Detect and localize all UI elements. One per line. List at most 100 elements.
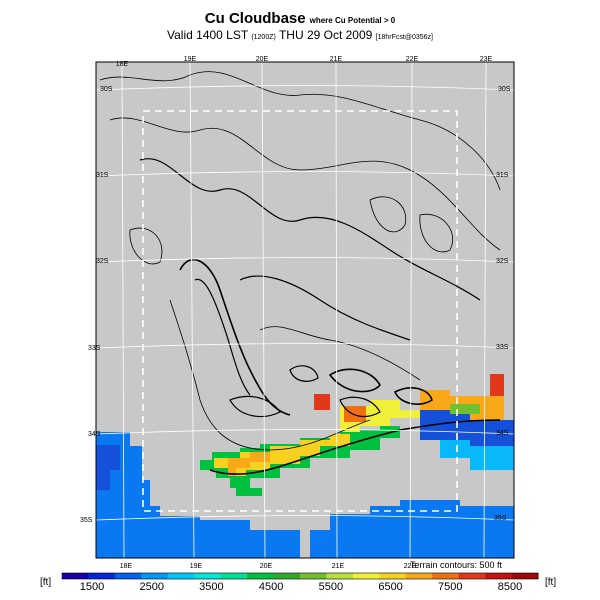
longitude-labels-top: 18E 19E 20E 21E 22E 23E: [116, 56, 493, 68]
deep-region-east: [420, 410, 514, 446]
deep-region-west: [96, 445, 120, 490]
colorbar-swatch: [220, 573, 248, 579]
lat-label: 35S: [494, 515, 507, 522]
lat-label: 34S: [496, 430, 509, 437]
colorbar-swatch: [167, 573, 195, 579]
meridian-19e: [189, 61, 195, 559]
cells-lightgreen-east: [450, 404, 480, 414]
contour-loop: [289, 365, 319, 382]
sea-cloudbase-layer: [96, 410, 514, 558]
parallel-33s: [95, 343, 515, 349]
longitude-labels-bottom: 18E 19E 20E 21E 22E: [120, 563, 417, 570]
contour-line: [194, 278, 251, 396]
contour-line: [109, 117, 501, 251]
lat-label: 30S: [100, 86, 113, 93]
colorbar-swatch: [405, 573, 433, 579]
colorbar-swatch: [432, 573, 460, 579]
lat-label: 35S: [80, 517, 93, 524]
contour-line: [239, 275, 411, 341]
lon-label: 22E: [406, 56, 419, 63]
lon-label: 20E: [256, 56, 269, 63]
lat-label: 33S: [88, 345, 101, 352]
sea-region-southwest: [96, 432, 300, 558]
colorbar-unit-right: [ft]: [545, 577, 556, 588]
colorbar-swatch: [247, 573, 275, 579]
contour-loop: [129, 227, 163, 265]
lon-label: 21E: [332, 563, 345, 570]
cells-red-east: [490, 374, 504, 396]
contour-line: [259, 326, 421, 381]
meridian-23e: [483, 61, 487, 559]
lat-label: 31S: [496, 172, 509, 179]
lon-label: 19E: [184, 56, 197, 63]
meridian-21e: [335, 61, 338, 559]
colorbar: [61, 572, 539, 580]
colorbar-tick-label: 6500: [378, 581, 402, 593]
lon-label: 23E: [480, 56, 493, 63]
colorbar-frame: [61, 572, 539, 580]
inner-domain-box: [142, 110, 458, 512]
lat-label: 33S: [496, 344, 509, 351]
meridian-22e: [409, 61, 413, 559]
colorbar-swatch: [326, 573, 354, 579]
subtitle-date: THU 29 Oct 2009: [278, 28, 373, 42]
colorbar-swatch: [88, 573, 116, 579]
meridian-20e: [261, 61, 266, 559]
latitude-labels-left: 30S 31S 32S 33S 34S 35S: [80, 86, 113, 524]
contour-loop: [419, 213, 453, 253]
lat-lon-grid: [95, 61, 515, 559]
colorbar-swatch: [458, 573, 486, 579]
lon-label: 21E: [330, 56, 343, 63]
colorbar-tick-label: 2500: [139, 581, 163, 593]
lat-label: 32S: [496, 258, 509, 265]
latitude-labels-right: 30S 31S 32S 33S 34S 35S: [494, 86, 511, 522]
colorbar-tick-label: 8500: [498, 581, 522, 593]
lon-label: 22E: [404, 563, 417, 570]
contour-line: [179, 258, 291, 416]
colorbar-unit-left: [ft]: [40, 577, 51, 588]
colorbar-tick-label: 4500: [259, 581, 283, 593]
contour-loop: [393, 387, 433, 405]
parallel-35s: [95, 515, 515, 521]
contour-line: [139, 158, 481, 301]
cells-orange-north: [344, 406, 366, 422]
contour-loop: [339, 396, 381, 418]
meridian-18e: [121, 61, 125, 559]
lon-label: 19E: [190, 563, 203, 570]
contour-loop: [229, 395, 281, 418]
title-main: Cu Cloudbase: [204, 10, 306, 27]
subtitle-run: [18hrFcst@0356z]: [375, 34, 433, 41]
terrain-contour-note: Terrain contours: 500 ft: [410, 560, 503, 570]
contour-coastline: [209, 419, 501, 475]
colorbar-swatch: [352, 573, 380, 579]
contour-line: [99, 71, 501, 191]
colorbar-tick-label: 7500: [438, 581, 462, 593]
colorbar-swatch: [114, 573, 142, 579]
cells-orange: [228, 452, 270, 476]
lat-label: 30S: [498, 86, 511, 93]
sea-region-southeast: [310, 500, 514, 558]
lat-label: 34S: [88, 431, 101, 438]
chart-title: Cu Cloudbase where Cu Potential > 0: [0, 10, 600, 28]
parallel-30s: [95, 85, 515, 91]
lat-label: 32S: [96, 258, 109, 265]
chart-subtitle: Valid 1400 LST (1200Z) THU 29 Oct 2009 […: [0, 28, 600, 42]
contour-loop: [328, 368, 381, 393]
shelf-region-east: [440, 440, 514, 470]
cells-red-west: [314, 394, 330, 410]
colorbar-swatch: [273, 573, 301, 579]
lon-label: 18E: [116, 61, 129, 68]
terrain-contours: [99, 71, 501, 475]
colorbar-swatch: [300, 573, 327, 579]
colorbar-swatch: [62, 573, 89, 579]
colorbar-tick-label: 1500: [80, 581, 104, 593]
colorbar-tick-label: 3500: [199, 581, 223, 593]
colorbar-tick-label: 5500: [319, 581, 343, 593]
title-tag: where Cu Potential > 0: [309, 16, 396, 25]
colorbar-tick-labels: 1500 2500 3500 4500 5500 6500 7500 8500: [80, 581, 522, 593]
map-frame: [95, 61, 515, 559]
cells-orange-east: [420, 374, 504, 420]
lon-label: 20E: [260, 563, 273, 570]
contour-loop: [369, 196, 407, 233]
